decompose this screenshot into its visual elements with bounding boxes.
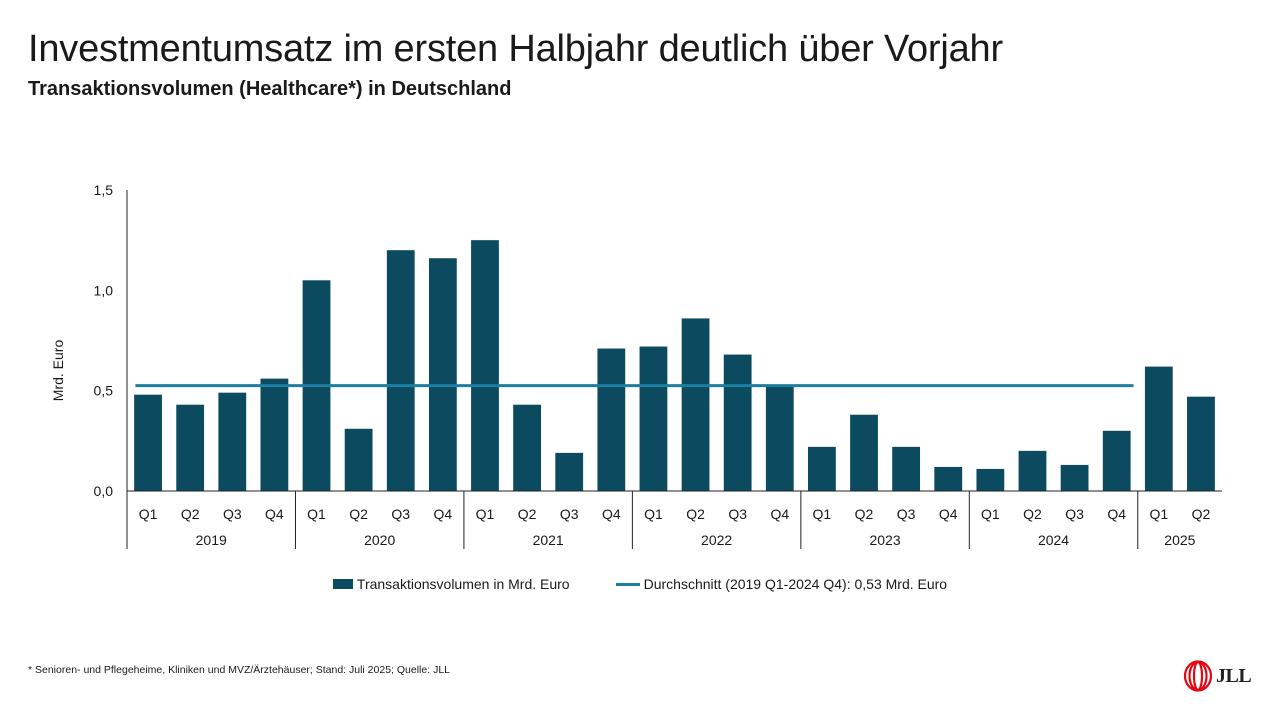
bar <box>765 384 794 491</box>
x-tick-label: Q3 <box>391 506 410 522</box>
bar <box>976 468 1005 491</box>
bar <box>386 250 415 491</box>
x-group-label: 2019 <box>196 532 227 548</box>
x-tick-label: Q3 <box>223 506 242 522</box>
bar <box>344 428 373 491</box>
x-tick-label: Q3 <box>1065 506 1084 522</box>
y-tick-label: 0,0 <box>94 483 114 499</box>
x-tick-label: Q3 <box>560 506 579 522</box>
bar <box>513 404 541 491</box>
x-group-label: 2020 <box>364 532 395 548</box>
x-tick-label: Q1 <box>1149 506 1168 522</box>
jll-logo: JLL <box>1183 660 1252 692</box>
x-tick-label: Q4 <box>939 506 958 522</box>
bar <box>260 378 289 491</box>
x-tick-label: Q1 <box>476 506 495 522</box>
bar-chart: 0,0 0,5 1,0 1,5 Mrd. Euro Q1 Q2 Q3 Q4 Q1 Q2 Q3 Q4 Q1 Q… <box>50 182 1222 549</box>
x-tick-label: Q4 <box>770 506 789 522</box>
y-tick-label: 1,5 <box>94 182 114 198</box>
x-tick-label: Q4 <box>265 506 284 522</box>
bar <box>176 404 205 491</box>
x-tick-label: Q4 <box>434 506 453 522</box>
jll-logo-text: JLL <box>1216 664 1252 687</box>
bar <box>1060 464 1089 491</box>
x-tick-label: Q1 <box>644 506 663 522</box>
bar <box>1144 366 1173 491</box>
x-tick-label: Q1 <box>813 506 832 522</box>
footnote: * Senioren- und Pflegeheime, Kliniken un… <box>28 664 450 676</box>
legend-swatch-bar <box>332 579 353 589</box>
x-tick-label: Q2 <box>855 506 874 522</box>
x-tick-label: Q1 <box>307 506 326 522</box>
y-tick-label: 1,0 <box>94 282 114 298</box>
bar <box>1102 430 1131 491</box>
bar <box>808 446 836 491</box>
x-group-label: 2021 <box>533 532 564 548</box>
legend-label-volume: Transaktionsvolumen in Mrd. Euro <box>356 576 570 592</box>
bar <box>1018 450 1047 491</box>
page-title: Investmentumsatz im ersten Halbjahr deut… <box>28 28 1003 70</box>
x-tick-label: Q2 <box>686 506 705 522</box>
y-tick-label: 0,5 <box>94 383 114 399</box>
bar <box>681 318 710 491</box>
x-tick-label: Q4 <box>602 506 621 522</box>
bar <box>471 240 499 491</box>
chart-legend: Transaktionsvolumen in Mrd. Euro Durchsc… <box>0 576 1280 592</box>
bar <box>639 346 668 491</box>
x-tick-label: Q2 <box>1023 506 1042 522</box>
bar <box>134 394 162 491</box>
legend-item-average: Durchschnitt (2019 Q1-2024 Q4): 0,53 Mrd… <box>615 576 948 592</box>
x-group-label: 2025 <box>1164 532 1195 548</box>
x-group-label: 2022 <box>701 532 732 548</box>
page-subtitle: Transaktionsvolumen (Healthcare*) in Deu… <box>28 78 512 100</box>
bar <box>892 446 921 491</box>
x-tick-label: Q2 <box>1192 506 1211 522</box>
jll-logo-icon <box>1183 660 1213 692</box>
legend-item-volume: Transaktionsvolumen in Mrd. Euro <box>332 576 570 592</box>
bar <box>723 354 752 491</box>
x-group-label: 2024 <box>1038 532 1069 548</box>
x-tick-label: Q2 <box>181 506 200 522</box>
bar <box>934 466 963 491</box>
y-axis-label: Mrd. Euro <box>50 340 66 402</box>
bar <box>1187 396 1215 491</box>
legend-swatch-line <box>615 582 640 586</box>
bar <box>218 392 247 491</box>
x-tick-label: Q1 <box>139 506 158 522</box>
x-tick-label: Q3 <box>728 506 747 522</box>
x-tick-label: Q2 <box>518 506 537 522</box>
bar <box>428 258 457 491</box>
x-tick-label: Q2 <box>349 506 368 522</box>
bar <box>850 414 878 491</box>
bar <box>597 348 626 491</box>
x-tick-label: Q1 <box>981 506 1000 522</box>
x-group-label: 2023 <box>869 532 900 548</box>
x-tick-label: Q3 <box>897 506 916 522</box>
x-tick-label: Q4 <box>1107 506 1126 522</box>
bar <box>555 452 584 491</box>
legend-label-average: Durchschnitt (2019 Q1-2024 Q4): 0,53 Mrd… <box>643 576 948 592</box>
